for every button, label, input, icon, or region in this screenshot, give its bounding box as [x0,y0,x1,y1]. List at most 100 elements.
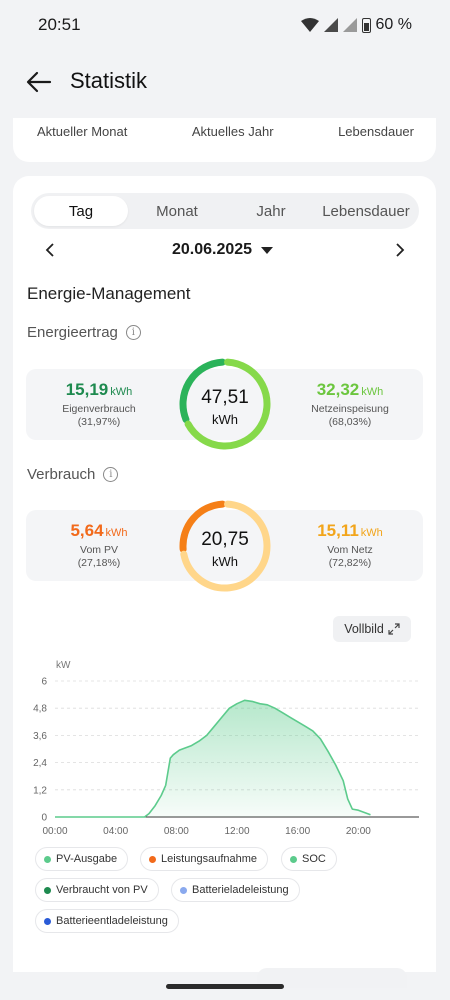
y-tick-label: 2,4 [33,758,47,769]
consumption-label: Verbrauch [27,466,96,483]
from-pv: 5,64 kWh Vom PV (27,18%) [34,521,164,569]
info-icon[interactable]: i [125,325,141,340]
series-line-pv-output [55,699,371,818]
next-card-peek [257,968,407,988]
grid-feed-in-label: Netzeinspeisung [311,403,389,415]
grid-feed-in: 32,32 kWh Netzeinspeisung (68,03%) [285,380,415,428]
tab-lifetime[interactable]: Lebensdauer [338,124,414,139]
statistics-card: Tag Monat Jahr Lebensdauer 20.06.2025 En… [13,176,436,996]
back-arrow-icon[interactable] [24,68,54,96]
home-indicator[interactable] [166,984,284,989]
status-time: 20:51 [38,15,81,34]
yield-ring [179,358,271,450]
yield-heading: Energieertrag i [27,324,141,341]
y-tick-label: 3,6 [33,731,47,742]
signal-icon [323,18,338,32]
from-pv-unit: kWh [105,527,128,539]
self-consumption-label: Eigenverbrauch [62,403,136,415]
battery-icon [361,17,371,33]
self-consumption-value: 15,19 [65,380,109,399]
legend-soc[interactable]: SOC [281,847,337,871]
ring-segment-secondary [184,358,271,450]
legend-label: Verbraucht von PV [56,884,148,896]
grid-feed-in-percent: (68,03%) [328,416,372,428]
legend-battery-discharge[interactable]: Batterieentladeleistung [35,909,179,933]
from-grid: 15,11 kWh Vom Netz (72,82%) [285,521,415,569]
consumption-box: 5,64 kWh Vom PV (27,18%) 15,11 kWh Vom Net… [26,510,423,581]
legend-consumed-from-pv[interactable]: Verbraucht von PV [35,878,159,902]
legend-label: Batterieentladeleistung [56,915,168,927]
info-icon[interactable]: i [103,467,119,482]
y-tick-label: 4,8 [33,704,47,715]
legend-dot [44,917,51,925]
caret-down-icon[interactable] [261,247,273,254]
chevron-left-icon[interactable] [41,240,61,260]
from-pv-value-row: 5,64 kWh [34,521,164,541]
consumption-heading: Verbrauch i [27,466,119,483]
legend-label: Batterieladeleistung [192,884,289,896]
tab-current-month[interactable]: Aktueller Monat [37,124,128,139]
tab-month[interactable]: Monat [156,202,198,220]
x-tick-label: 20:00 [346,826,371,837]
yield-total-unit: kWh [212,412,238,427]
wifi-icon [300,18,319,32]
ring-segment-primary [179,358,226,423]
x-tick-label: 04:00 [103,826,128,837]
grid-feed-in-unit: kWh [361,386,384,398]
from-grid-value: 15,11 [317,521,359,540]
x-tick-label: 08:00 [164,826,189,837]
consumption-total-unit: kWh [212,554,238,569]
y-tick-label: 1,2 [33,785,47,796]
expand-icon [388,623,400,635]
series-area-pv-output [55,700,371,817]
legend-battery-charge[interactable]: Batterieladeleistung [171,878,300,902]
yield-label: Energieertrag [27,324,118,341]
from-grid-value-row: 15,11 kWh [285,521,415,541]
from-grid-percent: (72,82%) [328,557,372,569]
self-consumption: 15,19 kWh Eigenverbrauch (31,97%) [34,380,164,428]
consumption-total: 20,75 kWh [177,529,273,569]
fullview-label: Vollbild [344,622,384,636]
legend-power-consumption[interactable]: Leistungsaufnahme [140,847,269,871]
x-tick-label: 16:00 [285,826,310,837]
page-title: Statistik [70,68,148,93]
grid-feed-in-value: 32,32 [316,380,360,399]
y-tick-label: 6 [41,677,47,688]
chevron-right-icon[interactable] [389,240,409,260]
self-consumption-value-row: 15,19 kWh [34,380,164,400]
grid-feed-in-value-row: 32,32 kWh [285,380,415,400]
app-bar: Statistik [0,58,450,106]
x-tick-label: 12:00 [224,826,249,837]
from-grid-unit: kWh [360,527,383,539]
selected-date[interactable]: 20.06.2025 [172,241,253,258]
from-pv-percent: (27,18%) [77,557,121,569]
status-bar: 20:51 60 % [0,0,450,50]
y-axis-label: kW [56,660,71,671]
from-grid-label: Vom Netz [327,544,373,556]
legend-label: SOC [302,853,326,865]
legend-dot [180,886,187,894]
tab-lifetime-period[interactable]: Lebensdauer [322,202,410,220]
fullview-button[interactable]: Vollbild [333,616,411,642]
period-selector: Tag Monat Jahr Lebensdauer [31,193,419,229]
legend-pv-output[interactable]: PV-Ausgabe [35,847,129,871]
yield-total: 47,51 kWh [177,387,273,427]
yield-box: 15,19 kWh Eigenverbrauch (31,97%) 32,32 kW… [26,369,423,440]
self-consumption-unit: kWh [110,386,133,398]
self-consumption-percent: (31,97%) [77,416,121,428]
ring-segment-secondary [180,500,271,592]
summary-tabs-card: Aktueller Monat Aktuelles Jahr Lebensdau… [13,118,436,162]
tab-year[interactable]: Jahr [256,202,286,220]
legend-dot [44,855,51,863]
legend-dot [149,855,156,863]
x-tick-label: 00:00 [42,826,67,837]
from-pv-label: Vom PV [80,544,118,556]
yield-total-value: 47,51 [201,387,249,408]
tab-day[interactable]: Tag [34,196,128,226]
signal-2-icon [342,18,357,32]
pv-power-chart: kW 0 1,2 2,4 3,6 4,8 6 00:00 04:00 08:00 12:00 16:0… [33,660,419,837]
ring-segment-primary [179,500,226,553]
tab-current-year[interactable]: Aktuelles Jahr [191,124,274,139]
status-icons: 60 % [300,16,412,34]
legend-dot [290,855,297,863]
